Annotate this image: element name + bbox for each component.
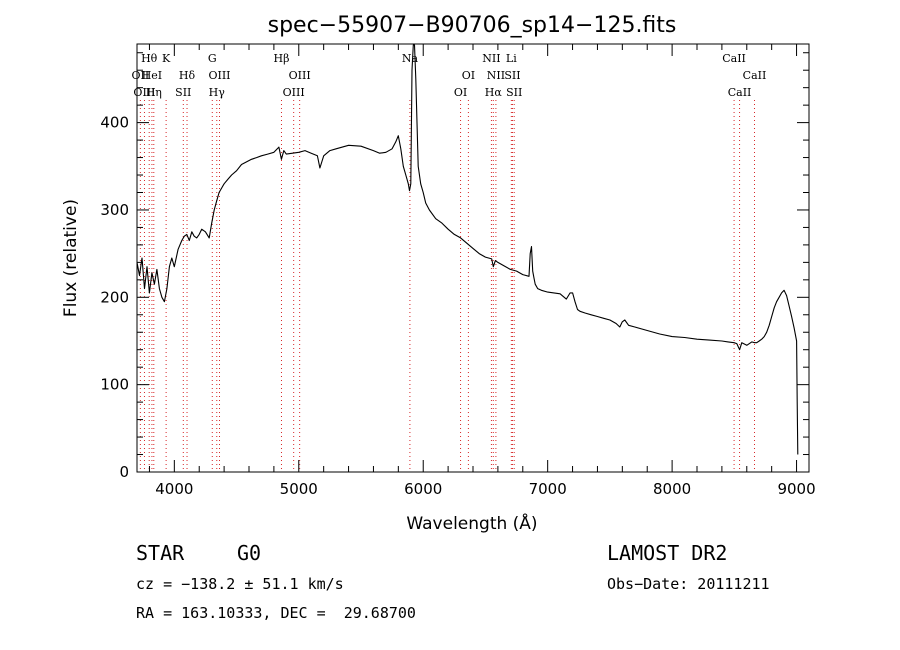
line-marker-label: CaII (722, 52, 746, 65)
series-layer (136, 44, 799, 455)
y-axis-label: Flux (relative) (61, 199, 81, 317)
line-marker-label: Hα (485, 86, 503, 99)
y-tick-label: 200 (100, 288, 129, 306)
line-marker-label: OIII (283, 86, 305, 99)
line-marker-label: Na (402, 52, 419, 65)
line-marker-label: SII (504, 69, 520, 82)
line-marker-label: OI (462, 69, 475, 82)
line-markers: Hθ OII OIII HeI Hη K Hδ SII G OIII Hγ Hβ OIII OIII Na O… (132, 52, 767, 472)
line-marker-label: OIII (289, 69, 311, 82)
line-marker-label: CaII (743, 69, 767, 82)
line-marker-label: K (162, 52, 171, 65)
survey-release: LAMOST DR2 (607, 541, 727, 565)
x-axis-label: Wavelength (Å) (406, 512, 537, 534)
line-marker-label: Hβ (274, 52, 290, 65)
y-tick-label: 0 (119, 463, 129, 481)
line-marker-label: Hη (146, 86, 162, 99)
line-marker-label: OIII (133, 86, 155, 99)
line-marker-label: SII (506, 86, 522, 99)
line-marker-label: CaII (728, 86, 752, 99)
x-tick-label: 9000 (777, 480, 815, 498)
object-class: STAR (136, 541, 185, 565)
y-tick-label: 400 (100, 114, 129, 132)
plot-frame (136, 43, 810, 473)
x-tick-label: 6000 (404, 480, 442, 498)
x-tick-label: 8000 (653, 480, 691, 498)
spectrum-line (136, 44, 799, 455)
line-marker-label: NII (482, 52, 500, 65)
line-marker-label: Hδ (179, 69, 196, 82)
axis-ticks: 4000 5000 6000 7000 8000 9000 0 100 200 300 400 (100, 44, 816, 498)
y-tick-label: 100 (100, 376, 129, 394)
y-tick-label: 300 (100, 201, 129, 219)
line-marker-label: HeI (142, 69, 162, 82)
line-marker-label: Hθ (141, 52, 158, 65)
line-marker-label: NII (487, 69, 505, 82)
line-marker-label: OII (132, 69, 150, 82)
line-marker-label: SII (175, 86, 191, 99)
line-marker-label: OIII (208, 69, 230, 82)
x-tick-label: 5000 (280, 480, 318, 498)
x-tick-label: 4000 (155, 480, 193, 498)
line-marker-label: G (208, 52, 217, 65)
obs-date: Obs−Date: 20111211 (607, 575, 770, 593)
redshift-text: cz = −138.2 ± 51.1 km/s (136, 575, 344, 593)
line-marker-label: OI (454, 86, 467, 99)
object-subclass: G0 (237, 541, 261, 565)
chart-title: spec−55907−B90706_sp14−125.fits (268, 13, 677, 38)
coordinates: RA = 163.10333, DEC = 29.68700 (136, 604, 416, 622)
line-marker-label: Hγ (209, 86, 226, 99)
line-marker-label: Li (506, 52, 517, 65)
x-tick-label: 7000 (529, 480, 567, 498)
